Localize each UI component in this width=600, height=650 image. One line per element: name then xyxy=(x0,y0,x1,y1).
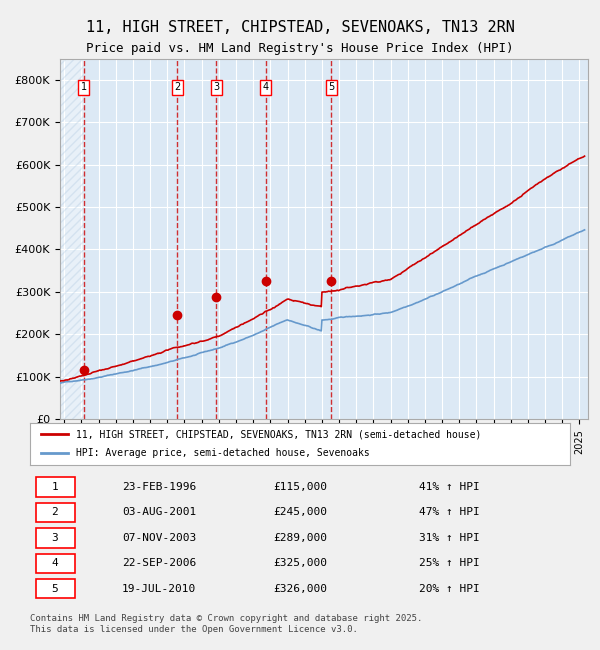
Text: 4: 4 xyxy=(52,558,58,568)
Bar xyxy=(60,58,83,419)
Text: £245,000: £245,000 xyxy=(273,508,327,517)
Text: 1: 1 xyxy=(80,83,87,92)
Text: 20% ↑ HPI: 20% ↑ HPI xyxy=(419,584,479,593)
Text: HPI: Average price, semi-detached house, Sevenoaks: HPI: Average price, semi-detached house,… xyxy=(76,448,370,458)
Text: 1: 1 xyxy=(52,482,58,492)
FancyBboxPatch shape xyxy=(37,477,76,497)
FancyBboxPatch shape xyxy=(37,554,76,573)
Text: 03-AUG-2001: 03-AUG-2001 xyxy=(122,508,196,517)
Text: £325,000: £325,000 xyxy=(273,558,327,568)
Text: 41% ↑ HPI: 41% ↑ HPI xyxy=(419,482,479,492)
Text: 3: 3 xyxy=(52,533,58,543)
Text: 22-SEP-2006: 22-SEP-2006 xyxy=(122,558,196,568)
FancyBboxPatch shape xyxy=(37,528,76,547)
Text: Contains HM Land Registry data © Crown copyright and database right 2025.
This d: Contains HM Land Registry data © Crown c… xyxy=(30,614,422,634)
FancyBboxPatch shape xyxy=(37,503,76,522)
Text: 3: 3 xyxy=(213,83,220,92)
Text: 2: 2 xyxy=(174,83,181,92)
Text: 23-FEB-1996: 23-FEB-1996 xyxy=(122,482,196,492)
Text: £289,000: £289,000 xyxy=(273,533,327,543)
Text: 11, HIGH STREET, CHIPSTEAD, SEVENOAKS, TN13 2RN: 11, HIGH STREET, CHIPSTEAD, SEVENOAKS, T… xyxy=(86,20,514,34)
Text: 11, HIGH STREET, CHIPSTEAD, SEVENOAKS, TN13 2RN (semi-detached house): 11, HIGH STREET, CHIPSTEAD, SEVENOAKS, T… xyxy=(76,430,481,439)
Text: 47% ↑ HPI: 47% ↑ HPI xyxy=(419,508,479,517)
Text: 5: 5 xyxy=(328,83,334,92)
Text: £326,000: £326,000 xyxy=(273,584,327,593)
Text: 2: 2 xyxy=(52,508,58,517)
Text: 25% ↑ HPI: 25% ↑ HPI xyxy=(419,558,479,568)
Text: 07-NOV-2003: 07-NOV-2003 xyxy=(122,533,196,543)
Text: Price paid vs. HM Land Registry's House Price Index (HPI): Price paid vs. HM Land Registry's House … xyxy=(86,42,514,55)
Text: 19-JUL-2010: 19-JUL-2010 xyxy=(122,584,196,593)
FancyBboxPatch shape xyxy=(37,579,76,599)
Text: 5: 5 xyxy=(52,584,58,593)
Text: 31% ↑ HPI: 31% ↑ HPI xyxy=(419,533,479,543)
Text: 4: 4 xyxy=(262,83,269,92)
Text: £115,000: £115,000 xyxy=(273,482,327,492)
